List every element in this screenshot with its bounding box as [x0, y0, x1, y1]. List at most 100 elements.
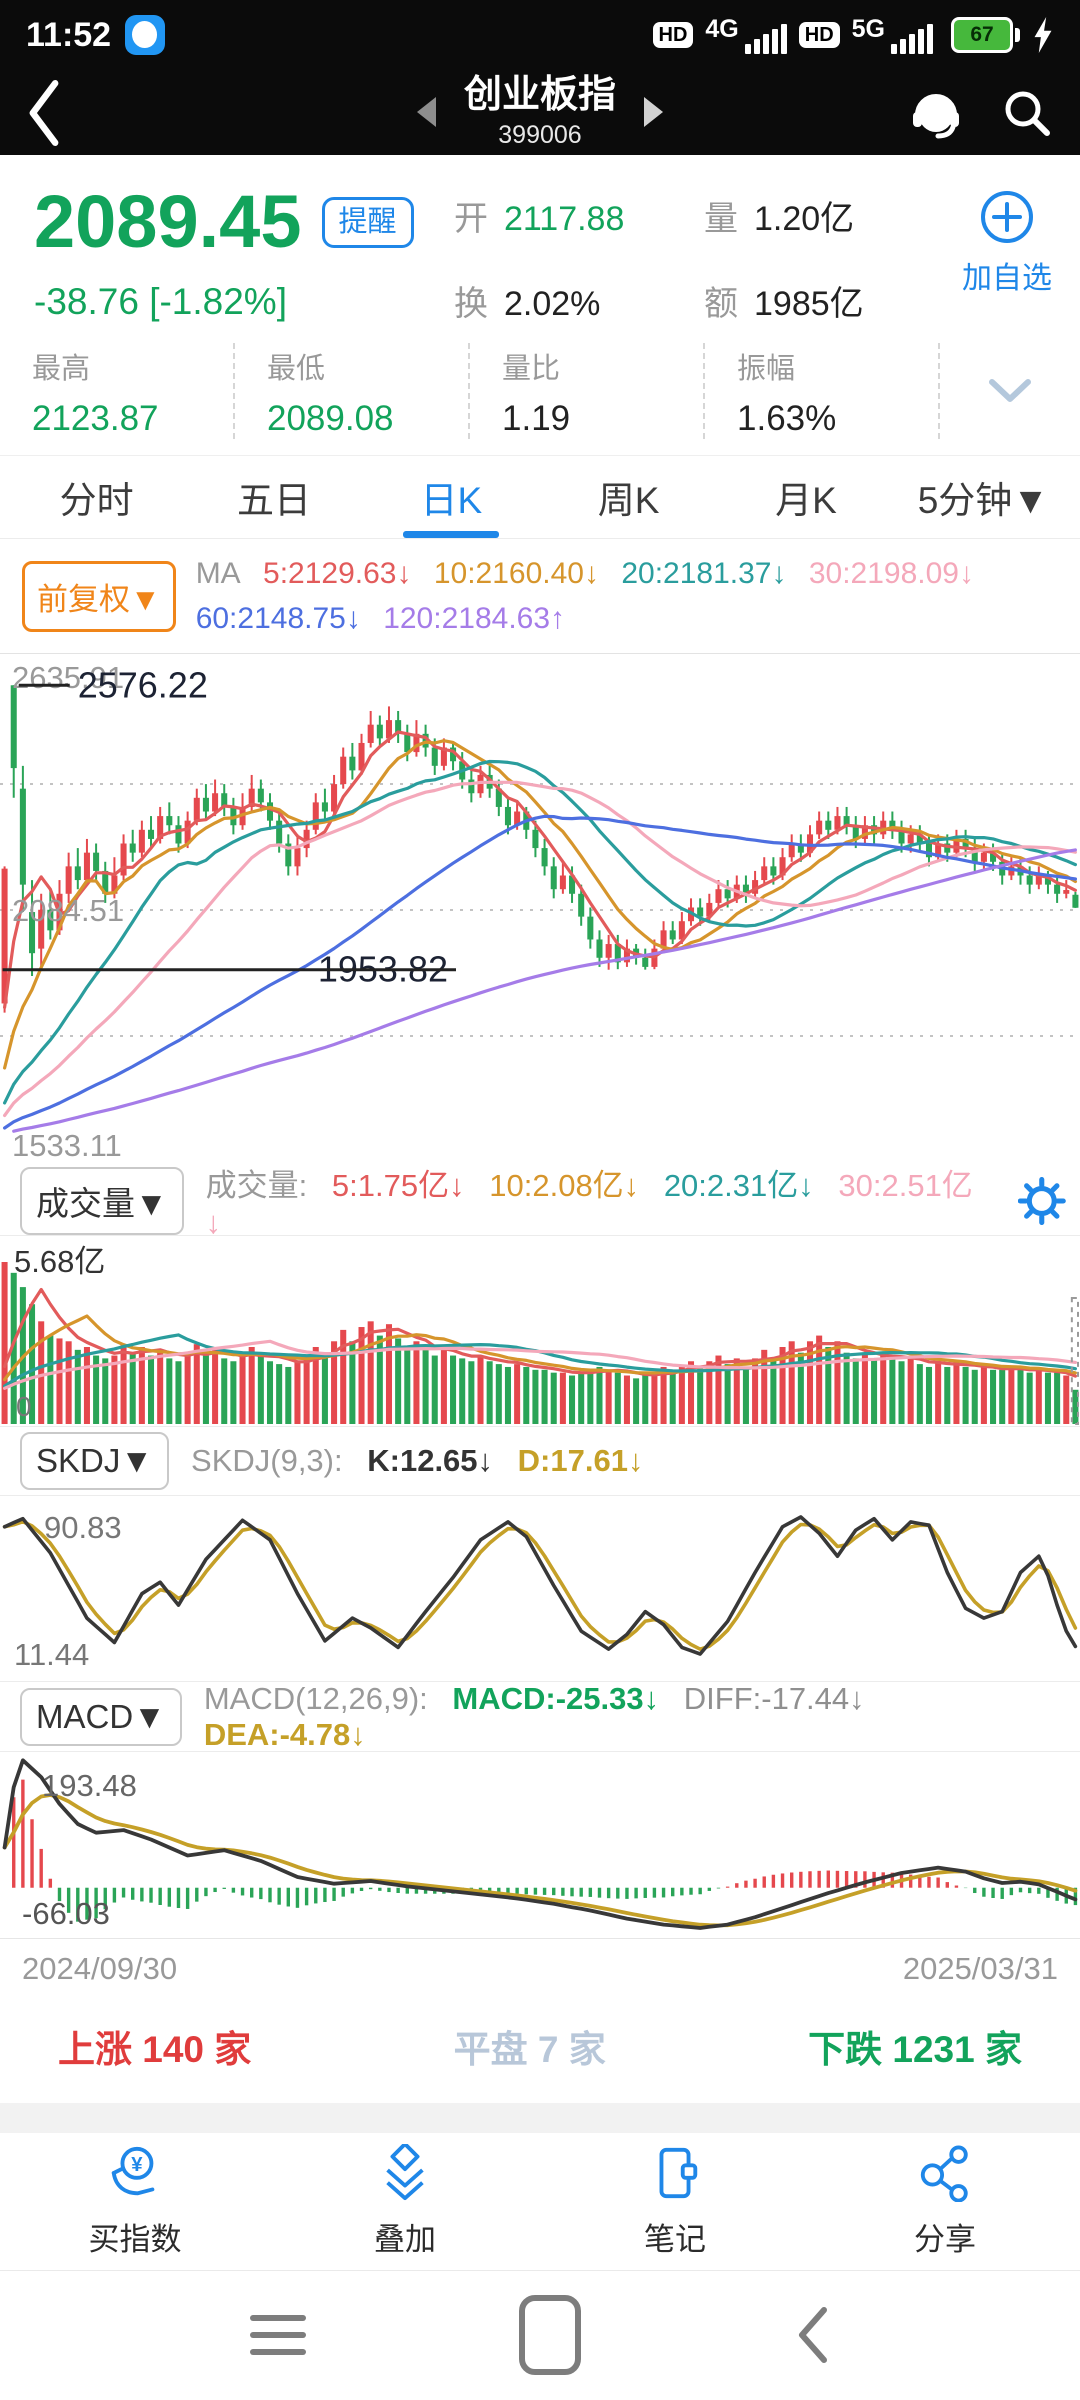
stat-high: 最高 2123.87 [32, 353, 159, 438]
open-label: 开 [454, 200, 488, 238]
candlestick-chart[interactable]: 2635.91 2084.51 1533.11 2576.22 1953.82 [0, 654, 1080, 1166]
expand-stats-button[interactable] [938, 343, 1080, 439]
android-navbar [0, 2270, 1080, 2399]
svg-text:2576.22: 2576.22 [78, 664, 208, 705]
tab-5min-dropdown[interactable]: 5分钟▼ [917, 480, 1049, 521]
volume-value: 1.20亿 [754, 200, 855, 238]
skdj-chart[interactable]: 90.83 11.44 [0, 1496, 1080, 1682]
page-title: 创业板指 [463, 74, 616, 117]
volume-indicator-dropdown[interactable]: 成交量▼ [20, 1166, 184, 1235]
overlay-button[interactable]: 叠加 [270, 2144, 540, 2259]
decliners-count: 下跌 1231 家 [808, 2029, 1022, 2070]
macd-indicator-dropdown[interactable]: MACD▼ [20, 1687, 182, 1746]
adjust-mode-dropdown[interactable]: 前复权▼ [22, 560, 176, 632]
turnover-value: 2.02% [504, 285, 601, 323]
share-icon [920, 2145, 968, 2202]
chevron-down-icon [989, 379, 1031, 402]
svg-text:1533.11: 1533.11 [12, 1128, 122, 1163]
svg-text:¥: ¥ [131, 2154, 143, 2176]
buy-index-button[interactable]: ¥ 买指数 [0, 2144, 270, 2259]
skdj-d-value: D:17.61↓ [517, 1443, 644, 1478]
add-watchlist-label: 加自选 [962, 262, 1052, 295]
home-icon[interactable] [519, 2295, 581, 2375]
ma30-value: 30:2198.09↓ [808, 557, 974, 590]
stat-volume-ratio: 量比 1.19 [468, 343, 703, 439]
volume-legend: 成交量: 5:1.75亿↓ 10:2.08亿↓ 20:2.31亿↓ 30:2.5… [206, 1160, 997, 1241]
search-icon[interactable] [1000, 86, 1054, 140]
buy-index-icon: ¥ [111, 2146, 155, 2196]
settings-gear-icon[interactable] [1018, 1176, 1066, 1225]
vol-ma30: 30:2.51亿↓ [205, 1168, 973, 1240]
macd-header: MACD▼ MACD(12,26,9): MACD:-25.33↓ DIFF:-… [0, 1680, 1080, 1752]
macd-label: MACD(12,26,9): [203, 1680, 428, 1716]
skdj-header: SKDJ▼ SKDJ(9,3): K:12.65↓ D:17.61↓ [0, 1426, 1080, 1496]
vol-ma10: 10:2.08亿↓ [489, 1168, 640, 1203]
recents-menu-icon[interactable] [250, 2315, 306, 2355]
last-price: 2089.45 [34, 180, 302, 263]
alert-button[interactable]: 提醒 [321, 196, 414, 248]
vol-ma20: 20:2.31亿↓ [663, 1168, 814, 1203]
stat-low: 最低 2089.08 [233, 343, 468, 439]
skdj-k-value: K:12.65↓ [367, 1443, 494, 1478]
stats-row: 最高 2123.87 最低 2089.08 量比 1.19 振幅 1.63% [0, 329, 1080, 455]
skdj-indicator-dropdown[interactable]: SKDJ▼ [20, 1432, 170, 1490]
svg-text:5.68亿: 5.68亿 [14, 1244, 105, 1279]
volume-header: 成交量▼ 成交量: 5:1.75亿↓ 10:2.08亿↓ 20:2.31亿↓ 3… [0, 1166, 1080, 1240]
stock-code: 399006 [498, 120, 582, 149]
ma-legend: MA 5:2129.63↓ 10:2160.40↓ 20:2181.37↓ 30… [196, 551, 988, 641]
tab-5day[interactable]: 五日 [236, 480, 311, 521]
prev-stock-icon[interactable] [416, 97, 436, 128]
section-divider [0, 2103, 1080, 2133]
svg-text:2635.91: 2635.91 [12, 660, 124, 695]
volume-chart[interactable]: 5.68亿 0 [0, 1236, 1080, 1426]
open-value: 2117.88 [504, 200, 625, 238]
start-date: 2024/09/30 [22, 1951, 178, 1986]
battery-icon: 67 [951, 17, 1020, 53]
amount-label: 额 [704, 285, 738, 323]
nav-back-icon[interactable] [794, 2304, 830, 2366]
customer-service-icon[interactable] [908, 85, 964, 141]
hd-badge-icon: HD [798, 22, 840, 48]
notes-button[interactable]: 笔记 [540, 2144, 810, 2259]
macd-chart[interactable]: 193.48 -66.03 [0, 1752, 1080, 1939]
svg-text:11.44: 11.44 [14, 1637, 89, 1672]
signal-4g: 4G [705, 16, 787, 54]
charging-bolt-icon [1034, 17, 1052, 53]
ma-label: MA [195, 557, 241, 590]
tab-daily-k[interactable]: 日K [363, 456, 540, 538]
svg-text:0: 0 [16, 1391, 32, 1422]
price-change: -38.76 [-1.82%] [34, 281, 287, 322]
date-range: 2024/09/30 2025/03/31 [0, 1939, 1080, 1995]
plus-circle-icon [981, 191, 1033, 243]
svg-text:-66.03: -66.03 [22, 1896, 110, 1931]
hd-badge-icon: HD [652, 22, 694, 48]
volume-legend-label: 成交量: [205, 1168, 308, 1203]
svg-text:2084.51: 2084.51 [12, 893, 124, 928]
clock: 11:52 [26, 15, 112, 54]
macd-dea-value: DEA:-4.78↓ [203, 1716, 366, 1752]
macd-diff-value: DIFF:-17.44↓ [683, 1680, 865, 1716]
share-button[interactable]: 分享 [810, 2144, 1080, 2259]
stat-amplitude: 振幅 1.63% [703, 343, 938, 439]
layers-icon [386, 2144, 424, 2201]
status-bar: 11:52 HD 4G HD 5G 67 [0, 0, 1080, 70]
market-breadth: 上涨 140 家 平盘 7 家 下跌 1231 家 [0, 1995, 1080, 2103]
tab-monthly-k[interactable]: 月K [775, 480, 837, 521]
skdj-label: SKDJ(9,3): [191, 1443, 343, 1478]
message-icon [125, 15, 166, 55]
chart-tabbar: 分时 五日 日K 周K 月K 5分钟▼ [0, 455, 1080, 539]
back-icon[interactable] [22, 74, 66, 152]
tab-weekly-k[interactable]: 周K [597, 480, 660, 521]
add-watchlist-button[interactable]: 加自选 [962, 189, 1052, 297]
next-stock-icon[interactable] [644, 97, 663, 128]
quote-panel: 2089.45 提醒 -38.76 [-1.82%] 开 2117.88 量 1… [0, 155, 1080, 329]
tab-minute[interactable]: 分时 [59, 480, 134, 521]
ma60-value: 60:2148.75↓ [195, 602, 361, 635]
bottom-toolbar: ¥ 买指数 叠加 笔记 [0, 2133, 1080, 2270]
title-bar: 创业板指 399006 [0, 70, 1080, 155]
advancers-count: 上涨 140 家 [58, 2029, 252, 2070]
ma20-value: 20:2181.37↓ [621, 557, 787, 590]
svg-text:193.48: 193.48 [42, 1768, 137, 1803]
ma5-value: 5:2129.63↓ [263, 557, 412, 590]
ma-indicator-row: 前复权▼ MA 5:2129.63↓ 10:2160.40↓ 20:2181.3… [0, 539, 1080, 654]
